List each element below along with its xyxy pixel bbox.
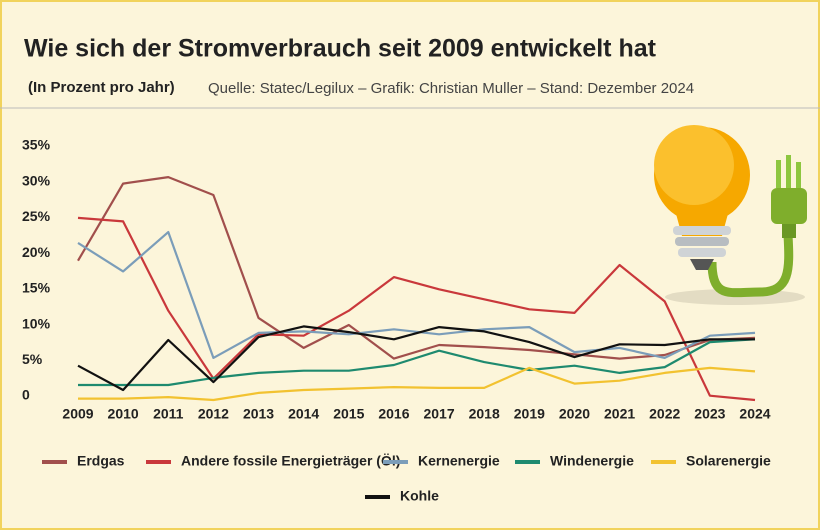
x-tick-label: 2024 [739, 406, 770, 422]
subtitle: (In Prozent pro Jahr) [28, 79, 175, 96]
legend-label: Kohle [400, 488, 439, 504]
x-tick-label: 2021 [604, 406, 635, 422]
x-tick-label: 2011 [153, 406, 184, 422]
legend-label: Erdgas [77, 453, 125, 469]
series-line [77, 176, 756, 360]
series-line [77, 325, 755, 392]
x-tick-label: 2017 [423, 406, 454, 422]
source: Quelle: Statec/Legilux – Grafik: Christi… [208, 80, 694, 97]
x-tick-label: 2018 [469, 406, 500, 422]
series-line [78, 366, 756, 402]
series-line [77, 231, 756, 359]
series-line [78, 338, 756, 387]
x-tick-label: 2016 [378, 406, 409, 422]
x-tick-label: 2013 [243, 406, 274, 422]
legend-label: Kernenergie [418, 453, 500, 469]
legend-label: Solarenergie [686, 453, 771, 469]
y-tick-label: 15% [22, 280, 51, 296]
y-tick-label: 0 [22, 387, 30, 403]
x-tick-label: 2010 [108, 406, 139, 422]
y-tick-label: 20% [22, 244, 51, 260]
x-tick-label: 2014 [288, 406, 319, 422]
x-tick-label: 2012 [198, 406, 229, 422]
x-tick-label: 2023 [694, 406, 725, 422]
x-tick-label: 2020 [559, 406, 590, 422]
x-tick-label: 2015 [333, 406, 364, 422]
y-tick-label: 30% [22, 172, 51, 188]
bulb-illustration [654, 125, 807, 305]
x-tick-label: 2022 [649, 406, 680, 422]
legend-label: Windenergie [550, 453, 634, 469]
y-tick-label: 25% [22, 208, 51, 224]
series-line [77, 216, 756, 402]
y-tick-label: 35% [22, 137, 51, 153]
y-tick-label: 10% [22, 315, 51, 331]
chart-title: Wie sich der Stromverbrauch seit 2009 en… [24, 35, 657, 63]
y-tick-label: 5% [22, 351, 43, 367]
x-tick-label: 2019 [514, 406, 545, 422]
x-tick-label: 2009 [62, 406, 93, 422]
legend-label: Andere fossile Energieträger (Öl) [181, 453, 400, 469]
